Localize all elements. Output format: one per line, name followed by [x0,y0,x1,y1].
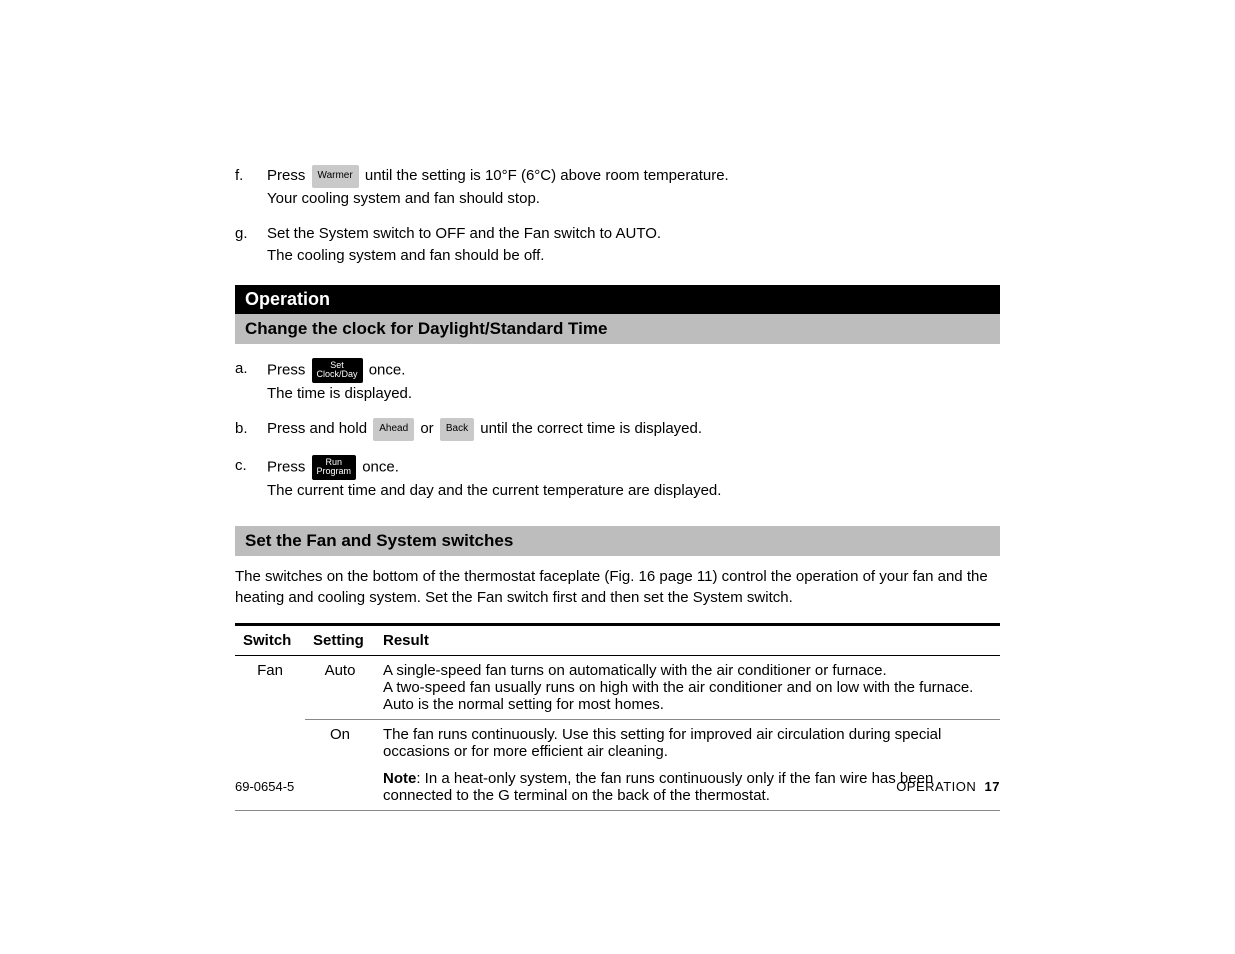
step-text-line2: The time is displayed. [267,385,412,402]
step-text-line2: The cooling system and fan should be off… [267,247,544,264]
step-marker: b. [235,418,267,441]
step-marker: c. [235,455,267,502]
footer-section-page: OPERATION 17 [896,779,1000,794]
section-header-change-clock: Change the clock for Daylight/Standard T… [235,314,1000,344]
step-marker: a. [235,358,267,405]
step-text-line2: The current time and day and the current… [267,482,721,499]
step-text-pre: Press [267,458,310,475]
section-header-fan: Set the Fan and System switches [235,526,1000,556]
step-body: Press Warmer until the setting is 10°F (… [267,165,1000,209]
step-text-post: until the correct time is displayed. [480,421,702,438]
step-text-post: once. [362,458,399,475]
step-body: Press and hold Ahead or Back until the c… [267,418,1000,441]
section-header-operation: Operation [235,285,1000,314]
footer-section-label: OPERATION [896,779,976,794]
step-g: g. Set the System switch to OFF and the … [235,223,1000,267]
step-c: c. Press RunProgram once. The current ti… [235,455,1000,502]
step-b: b. Press and hold Ahead or Back until th… [235,418,1000,441]
step-text-pre: Press [267,361,310,378]
step-text-post: once. [369,361,406,378]
step-text: Set the System switch to OFF and the Fan… [267,225,661,242]
back-button: Back [440,418,474,441]
document-page: f. Press Warmer until the setting is 10°… [0,0,1235,954]
table-header-result: Result [375,625,1000,656]
step-body: Press SetClock/Day once. The time is dis… [267,358,1000,405]
step-text-pre: Press [267,167,310,184]
table-row: On The fan runs continuously. Use this s… [235,720,1000,811]
page-footer: 69-0654-5 OPERATION 17 [235,779,1000,794]
step-a: a. Press SetClock/Day once. The time is … [235,358,1000,405]
footer-doc-number: 69-0654-5 [235,779,294,794]
step-marker: g. [235,223,267,267]
footer-page-number: 17 [985,779,1000,794]
step-text-line2: Your cooling system and fan should stop. [267,190,540,207]
cell-result: A single-speed fan turns on automaticall… [375,656,1000,720]
run-program-button: RunProgram [312,455,357,480]
table-header-setting: Setting [305,625,375,656]
cell-setting: Auto [305,656,375,720]
step-text-mid: or [420,421,438,438]
set-clock-day-button: SetClock/Day [312,358,363,383]
cell-switch: Fan [235,656,305,720]
ahead-button: Ahead [373,418,414,441]
cell-setting: On [305,720,375,811]
step-text-pre: Press and hold [267,421,371,438]
step-body: Set the System switch to OFF and the Fan… [267,223,1000,267]
table-row: Fan Auto A single-speed fan turns on aut… [235,656,1000,720]
step-f: f. Press Warmer until the setting is 10°… [235,165,1000,209]
step-text-post: until the setting is 10°F (6°C) above ro… [365,167,729,184]
table-header-switch: Switch [235,625,305,656]
step-body: Press RunProgram once. The current time … [267,455,1000,502]
step-marker: f. [235,165,267,209]
cell-switch [235,720,305,811]
warmer-button: Warmer [312,165,359,188]
cell-result: The fan runs continuously. Use this sett… [375,720,1000,811]
cell-result-text: The fan runs continuously. Use this sett… [383,726,992,760]
fan-intro-paragraph: The switches on the bottom of the thermo… [235,566,1000,610]
